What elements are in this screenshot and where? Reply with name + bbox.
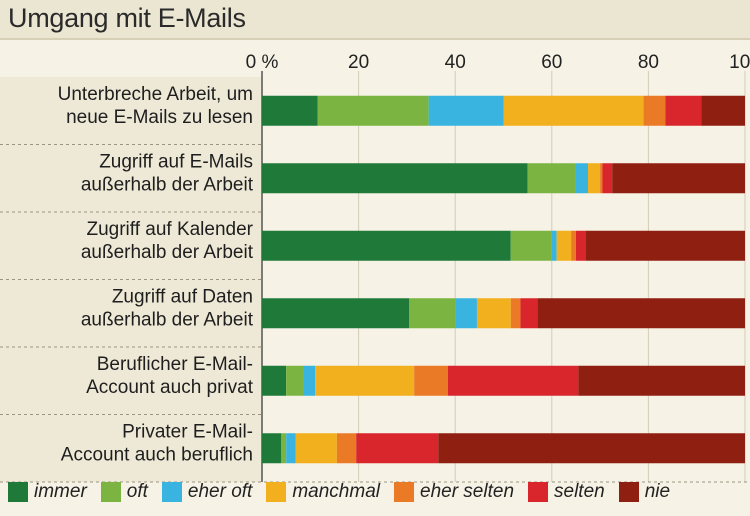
category-label: neue E-Mails zu lesen	[66, 107, 253, 128]
chart-title: Umgang mit E-Mails	[8, 3, 246, 33]
legend-swatch	[8, 482, 28, 502]
bar-segment-immer	[262, 163, 528, 194]
legend-item: nie	[618, 481, 671, 503]
x-tick-label: 100	[729, 52, 750, 73]
bar-segment-nie	[438, 433, 745, 464]
legend-swatch	[394, 482, 414, 502]
bar-segment-oft	[409, 298, 456, 329]
bar-segment-eher-oft	[455, 298, 477, 329]
category-label: Zugriff auf E-Mails	[99, 151, 253, 172]
legend-item: manchmal	[266, 481, 380, 503]
legend-label: eher selten	[420, 481, 515, 502]
bar-segment-oft	[527, 163, 576, 194]
legend-label: nie	[644, 481, 671, 502]
x-tick-label: 0 %	[246, 52, 279, 73]
legend-item: eher oft	[161, 481, 253, 503]
bar-segment-selten	[602, 163, 613, 194]
legend-label: oft	[126, 481, 148, 502]
bar-segment-immer	[262, 433, 282, 464]
bar-segment-manchmal	[476, 298, 511, 329]
bar-segment-selten	[356, 433, 439, 464]
category-label: Privater E-Mail-	[122, 421, 253, 442]
x-tick-label: 20	[348, 52, 369, 73]
bar-segment-nie	[701, 95, 745, 126]
legend-item: immer	[8, 481, 87, 503]
chart-legend: immer oft eher oft manchmal eher selten selte…	[8, 477, 684, 507]
legend-label: manchmal	[292, 481, 380, 502]
bar-segment-nie	[578, 365, 745, 396]
bar-segment-selten	[575, 230, 586, 261]
legend-label: eher oft	[187, 481, 253, 502]
bar-segment-selten	[520, 298, 538, 329]
bar-segment-manchmal	[315, 365, 415, 396]
bar-segment-eher-oft	[575, 163, 589, 194]
bar-segment-eher-oft	[303, 365, 316, 396]
bar-segment-immer	[262, 298, 410, 329]
bar-segment-immer	[262, 95, 318, 126]
legend-swatch	[100, 482, 121, 502]
bar-segment-eher-selten	[414, 365, 448, 396]
legend-swatch	[161, 482, 182, 502]
category-label: Unterbreche Arbeit, um	[58, 84, 253, 105]
bar-segment-oft	[510, 230, 552, 261]
bar-segment-eher-oft	[428, 95, 504, 126]
legend-swatch	[528, 482, 549, 502]
bar-segment-nie	[585, 230, 745, 261]
bar-segment-eher-selten	[336, 433, 357, 464]
bar-segment-eher-selten	[510, 298, 521, 329]
category-label: Account auch privat	[86, 377, 254, 398]
x-tick-label: 60	[541, 52, 562, 73]
bar-segment-oft	[317, 95, 429, 126]
bar-segment-oft	[286, 365, 304, 396]
category-label: außerhalb der Arbeit	[81, 242, 254, 263]
bar-segment-oft	[281, 433, 287, 464]
legend-swatch	[266, 482, 287, 502]
legend-item: selten	[528, 481, 605, 503]
category-label: Zugriff auf Daten	[112, 286, 253, 307]
title-bar: Umgang mit E-Mails	[0, 0, 750, 40]
legend-item: oft	[100, 481, 148, 503]
x-tick-label: 40	[445, 52, 466, 73]
bar-segment-selten	[665, 95, 702, 126]
category-label: außerhalb der Arbeit	[81, 309, 254, 330]
legend-swatch	[618, 482, 639, 502]
bar-segment-manchmal	[588, 163, 601, 194]
bar-segment-immer	[262, 365, 287, 396]
bar-segment-manchmal	[503, 95, 644, 126]
category-label: Zugriff auf Kalender	[86, 219, 253, 240]
bar-segment-eher-selten	[643, 95, 666, 126]
legend-label: immer	[34, 481, 87, 502]
legend-label: selten	[554, 481, 605, 502]
legend-item: eher selten	[394, 481, 514, 503]
bar-segment-manchmal	[556, 230, 572, 261]
bar-segment-nie	[537, 298, 745, 329]
category-label: Account auch beruflich	[61, 444, 253, 465]
category-label: außerhalb der Arbeit	[81, 174, 254, 195]
bar-segment-eher-oft	[286, 433, 296, 464]
bar-segment-nie	[612, 163, 745, 194]
bar-segment-immer	[262, 230, 511, 261]
bar-segment-selten	[447, 365, 579, 396]
bar-segment-eher-oft	[551, 230, 557, 261]
bar-segment-eher-selten	[571, 230, 576, 261]
bar-segment-manchmal	[295, 433, 337, 464]
x-tick-label: 80	[638, 52, 659, 73]
category-label: Beruflicher E-Mail-	[97, 354, 253, 375]
bar-segment-eher-selten	[600, 163, 603, 194]
